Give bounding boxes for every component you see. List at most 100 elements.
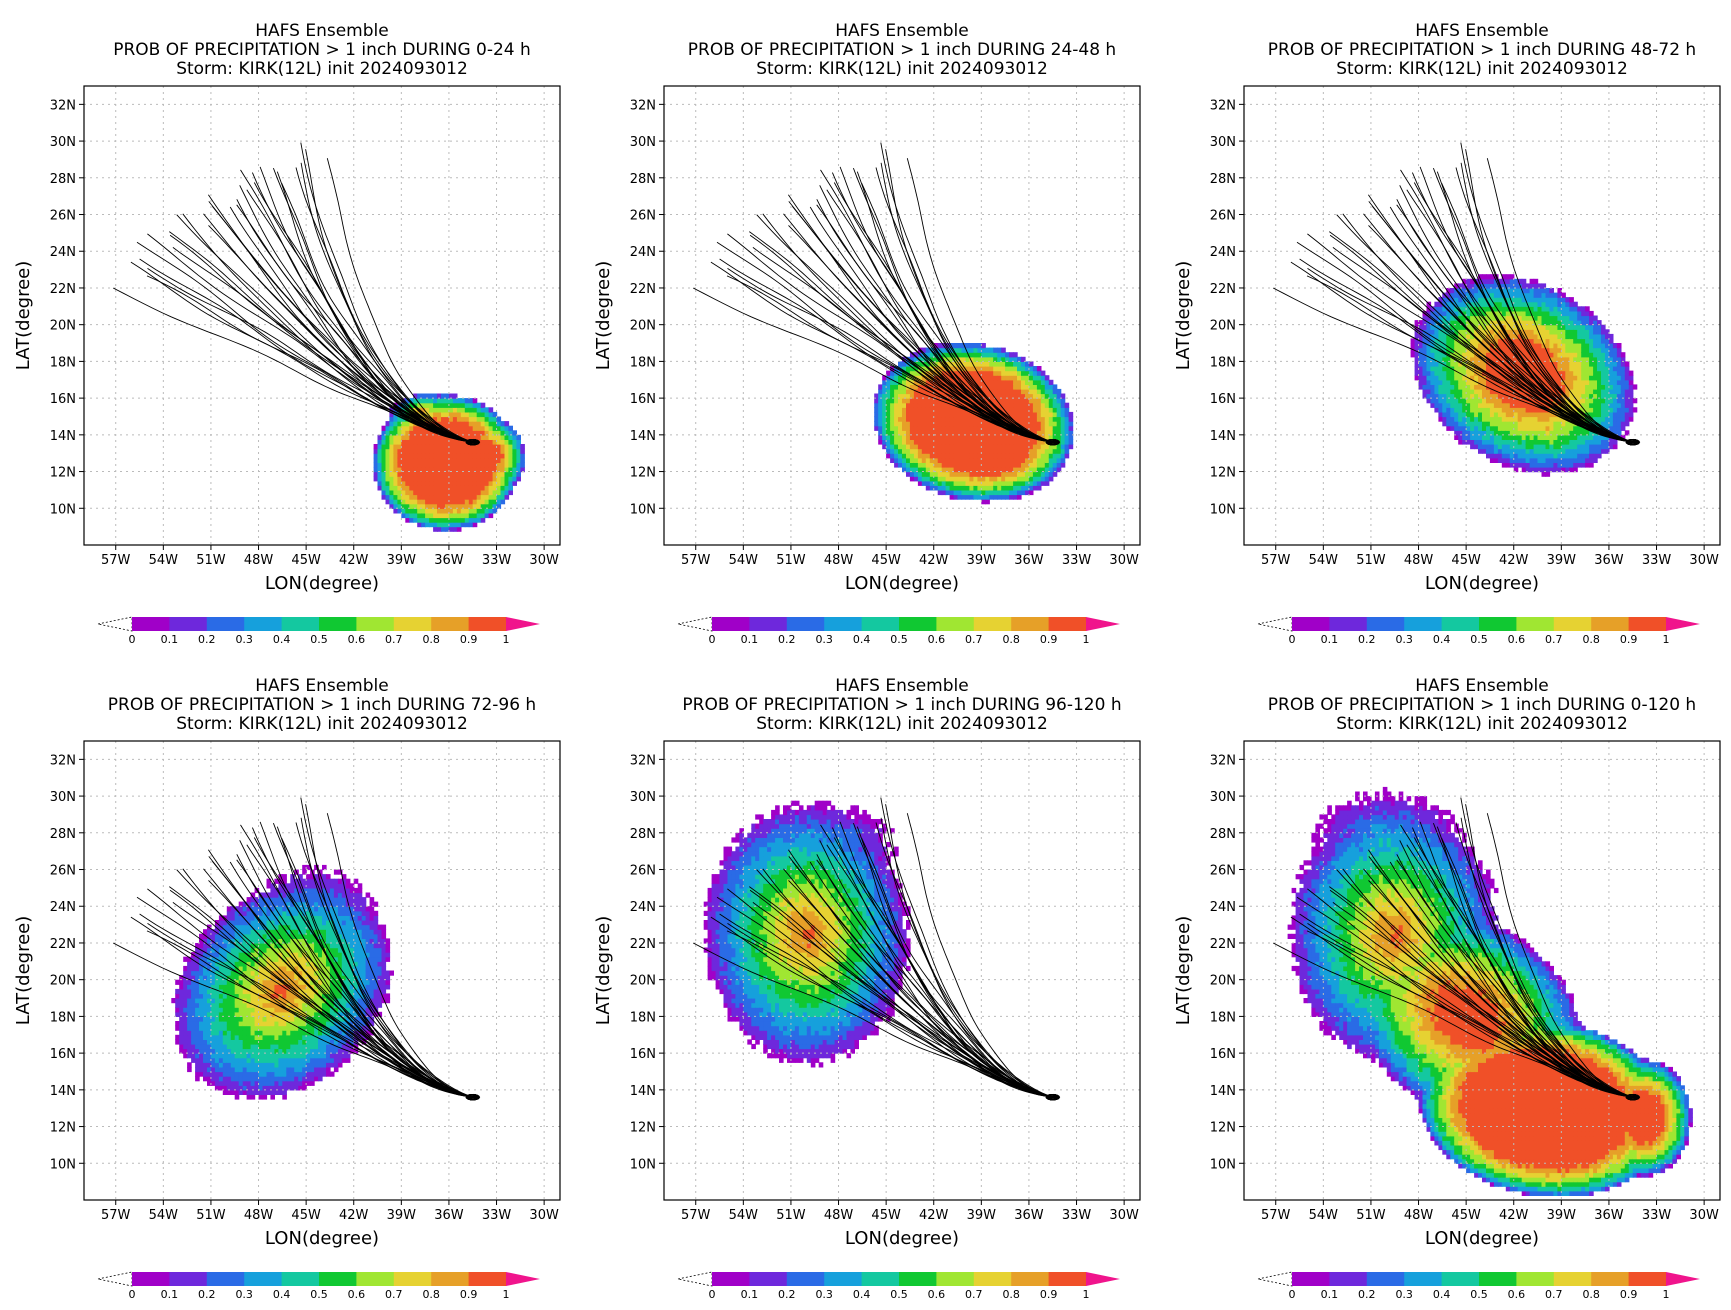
- colorbar-swatch: [431, 1272, 469, 1286]
- colorbar-label: 0.3: [235, 1288, 253, 1301]
- y-tick-label: 18N: [50, 1010, 76, 1025]
- colorbar-swatch: [244, 617, 282, 631]
- y-tick-label: 18N: [630, 1010, 656, 1025]
- y-tick-label: 16N: [1210, 392, 1236, 407]
- colorbar-swatch: [132, 617, 170, 631]
- colorbar-swatch: [282, 1272, 320, 1286]
- x-tick-label: 33W: [482, 553, 512, 568]
- panel-subtitle: PROB OF PRECIPITATION > 1 inch DURING 0-…: [1268, 695, 1696, 715]
- colorbar-label: 0: [129, 1288, 136, 1301]
- probability-field: [374, 394, 525, 532]
- track-line: [886, 804, 1059, 1100]
- x-tick-label: 30W: [1109, 1208, 1139, 1223]
- colorbar-label: 0.5: [890, 633, 908, 646]
- x-tick-label: 36W: [1594, 1208, 1624, 1223]
- x-tick-label: 30W: [1689, 553, 1719, 568]
- x-tick-label: 54W: [1309, 1208, 1339, 1223]
- panel-storm-info: Storm: KIRK(12L) init 2024093012: [756, 59, 1048, 79]
- panel-title: HAFS Ensemble: [835, 676, 968, 696]
- colorbar-swatch: [356, 617, 394, 631]
- colorbar-label: 0.9: [460, 1288, 478, 1301]
- colorbar-swatch: [1591, 617, 1629, 631]
- colorbar-label: 0.6: [928, 1288, 946, 1301]
- colorbar-swatch: [1404, 617, 1442, 631]
- colorbar-swatch: [207, 617, 245, 631]
- colorbar-label: 0.4: [1433, 1288, 1451, 1301]
- x-tick-label: 42W: [919, 1208, 949, 1223]
- y-tick-label: 18N: [1210, 1010, 1236, 1025]
- colorbar-swatch: [1292, 617, 1330, 631]
- colorbar-swatch: [1404, 1272, 1442, 1286]
- colorbar-label: 0.7: [1545, 633, 1563, 646]
- y-tick-label: 22N: [630, 282, 656, 297]
- colorbar-swatch: [1011, 617, 1049, 631]
- colorbar-swatch: [469, 1272, 507, 1286]
- colorbar-label: 0.9: [1620, 633, 1638, 646]
- x-tick-label: 30W: [1689, 1208, 1719, 1223]
- map-frame: [664, 86, 1140, 545]
- colorbar-label: 0.9: [1040, 1288, 1058, 1301]
- colorbar-label: 0.2: [778, 1288, 796, 1301]
- y-tick-label: 30N: [50, 790, 76, 805]
- x-tick-label: 54W: [729, 553, 759, 568]
- colorbar-label: 0.7: [965, 633, 983, 646]
- colorbar-label: 0.1: [741, 1288, 759, 1301]
- colorbar-label: 0.3: [815, 633, 833, 646]
- y-tick-label: 20N: [1210, 319, 1236, 334]
- colorbar-swatch: [431, 617, 469, 631]
- colorbar-label: 0.8: [1582, 633, 1600, 646]
- colorbar-swatch: [394, 1272, 432, 1286]
- colorbar-label: 0.2: [198, 1288, 216, 1301]
- x-axis-label: LON(degree): [845, 573, 959, 594]
- panel-storm-info: Storm: KIRK(12L) init 2024093012: [176, 59, 468, 79]
- colorbar-swatch: [787, 1272, 825, 1286]
- colorbar-swatch: [899, 617, 937, 631]
- colorbar-under-arrow: [98, 617, 132, 631]
- colorbar-swatch: [862, 617, 900, 631]
- x-tick-label: 36W: [1594, 553, 1624, 568]
- y-tick-label: 26N: [50, 209, 76, 224]
- colorbar-swatch: [132, 1272, 170, 1286]
- x-tick-label: 54W: [149, 1208, 179, 1223]
- colorbar-swatch: [319, 1272, 357, 1286]
- colorbar-label: 0.7: [1545, 1288, 1563, 1301]
- x-tick-label: 45W: [1451, 553, 1481, 568]
- colorbar-swatch: [1442, 617, 1480, 631]
- y-tick-label: 24N: [50, 245, 76, 260]
- colorbar-label: 0.9: [1040, 633, 1058, 646]
- colorbar-label: 0.8: [1002, 633, 1020, 646]
- colorbar-label: 0.1: [1321, 633, 1339, 646]
- colorbar-label: 0.7: [385, 633, 403, 646]
- y-tick-label: 22N: [1210, 937, 1236, 952]
- colorbar-label: 0.6: [348, 633, 366, 646]
- y-tick-label: 12N: [50, 466, 76, 481]
- colorbar-swatch: [282, 617, 320, 631]
- x-tick-label: 51W: [776, 1208, 806, 1223]
- y-tick-label: 18N: [1210, 355, 1236, 370]
- colorbar-label: 0: [709, 1288, 716, 1301]
- y-axis-label: LAT(degree): [1173, 916, 1194, 1025]
- colorbar-swatch: [712, 617, 750, 631]
- x-tick-label: 57W: [681, 1208, 711, 1223]
- x-tick-label: 48W: [1404, 1208, 1434, 1223]
- colorbar-swatch: [1367, 617, 1405, 631]
- colorbar-label: 0.3: [815, 1288, 833, 1301]
- y-tick-label: 24N: [630, 900, 656, 915]
- y-tick-label: 28N: [1210, 172, 1236, 187]
- colorbar-label: 0.9: [1620, 1288, 1638, 1301]
- y-tick-label: 12N: [1210, 1121, 1236, 1136]
- x-tick-label: 57W: [681, 553, 711, 568]
- y-tick-label: 26N: [630, 209, 656, 224]
- x-axis-label: LON(degree): [265, 573, 379, 594]
- x-tick-label: 30W: [529, 1208, 559, 1223]
- x-tick-label: 51W: [196, 553, 226, 568]
- y-tick-label: 10N: [1210, 1157, 1236, 1172]
- panel-subtitle: PROB OF PRECIPITATION > 1 inch DURING 96…: [682, 695, 1121, 715]
- colorbar-label: 0: [1289, 633, 1296, 646]
- y-tick-label: 14N: [630, 429, 656, 444]
- colorbar-over-arrow: [1086, 1272, 1120, 1286]
- colorbar-label: 1: [503, 1288, 510, 1301]
- colorbar-swatch: [936, 617, 974, 631]
- colorbar-under-arrow: [98, 1272, 132, 1286]
